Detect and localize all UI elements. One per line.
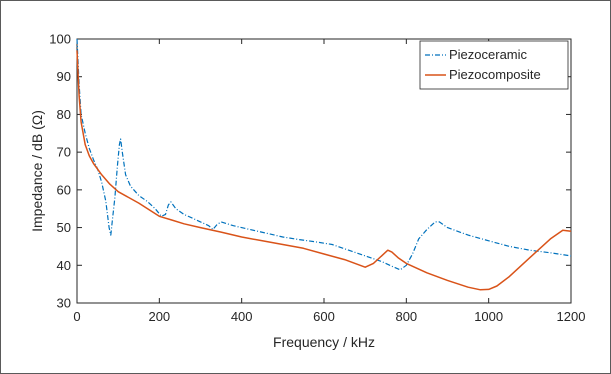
axis-ticks: 0 200 400 600 800 1000 1200 30 40 50 60 70 80 90 100 [49, 32, 585, 325]
legend-label-piezoceramic: Piezoceramic [449, 47, 528, 62]
y-tick-label: 30 [57, 296, 71, 311]
legend-box [419, 40, 569, 90]
series-line-piezocomposite [76, 50, 572, 291]
series-line-piezoceramic [76, 38, 572, 271]
y-axis-label: Impedance / dB (Ω) [29, 110, 45, 232]
legend-label-piezocomposite: Piezocomposite [449, 67, 541, 82]
x-tick-label: 1000 [474, 309, 503, 324]
x-tick-label: 800 [395, 309, 417, 324]
y-tick-label: 70 [57, 145, 71, 160]
y-tick-label: 40 [57, 258, 71, 273]
x-axis-label: Frequency / kHz [273, 334, 375, 350]
x-tick-label: 0 [73, 309, 80, 324]
legend: Piezoceramic Piezocomposite [419, 40, 569, 90]
x-tick-label: 600 [313, 309, 335, 324]
x-tick-label: 400 [231, 309, 253, 324]
x-tick-label: 1200 [557, 309, 586, 324]
x-tick-label: 200 [148, 309, 170, 324]
y-tick-label: 90 [57, 69, 71, 84]
y-tick-label: 100 [49, 32, 71, 47]
y-tick-label: 60 [57, 182, 71, 197]
y-tick-label: 50 [57, 220, 71, 235]
series-layer [76, 38, 572, 291]
y-tick-label: 80 [57, 107, 71, 122]
